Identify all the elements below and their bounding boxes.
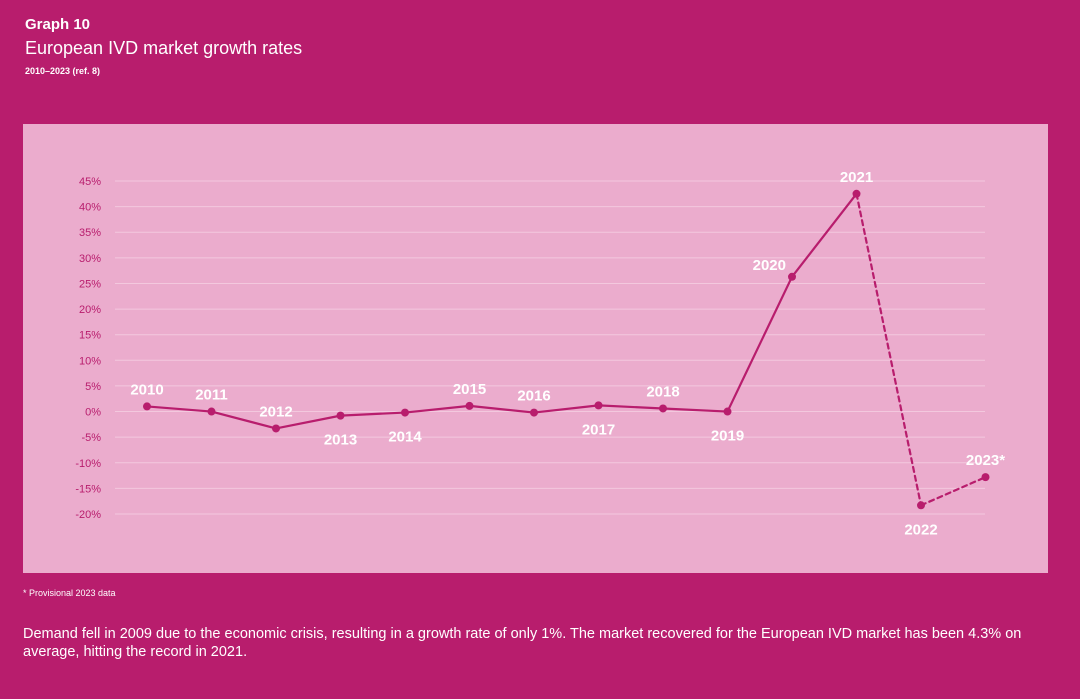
chart-title: European IVD market growth rates [25, 38, 303, 58]
data-point [852, 189, 861, 198]
y-axis-ticks: 45% 40% 35% 30% 25% 20% 15% 10% 5% 0% -5% -10% -15% -… [75, 176, 101, 521]
data-point [207, 407, 216, 416]
point-label: 2018 [646, 383, 679, 400]
point-label: 2020 [753, 257, 786, 274]
point-label: 2012 [259, 403, 292, 420]
y-tick-label: 40% [79, 202, 101, 214]
line-segment [210, 410, 278, 430]
point-label: 2021 [840, 169, 873, 186]
data-point [723, 407, 732, 416]
y-tick-label: 5% [85, 381, 101, 393]
dashed-line-segment [919, 476, 987, 507]
y-tick-label: -5% [81, 432, 101, 444]
y-tick-label: 45% [79, 176, 101, 188]
y-tick-label: -20% [75, 509, 101, 521]
data-point [143, 402, 151, 411]
y-tick-label: 10% [79, 355, 101, 367]
gridlines [115, 180, 985, 515]
chart-subtitle: 2010–2023 (ref. 8) [25, 66, 101, 76]
line-segment [274, 414, 342, 430]
data-points [143, 189, 990, 510]
data-point [336, 411, 345, 420]
footnote: * Provisional 2023 data [23, 588, 116, 598]
line-segment [403, 404, 471, 414]
data-point [465, 401, 474, 410]
graph-number: Graph 10 [25, 16, 91, 33]
data-point [401, 408, 409, 417]
line-segment [339, 411, 407, 417]
series-line [145, 192, 987, 507]
point-label: 2019 [711, 428, 744, 445]
data-point [659, 404, 667, 413]
point-label: 2014 [388, 429, 422, 446]
point-label: 2010 [130, 381, 163, 398]
point-label: 2013 [324, 432, 357, 449]
line-segment [145, 405, 213, 413]
line-segment [597, 404, 665, 410]
point-label: 2016 [517, 388, 550, 405]
point-labels: 2010 2011 2012 2013 2014 2015 2016 2017 2018 2019… [130, 169, 1005, 538]
dashed-line-segment [855, 192, 923, 507]
y-tick-label: 30% [79, 253, 101, 265]
caption-text: Demand fell in 2009 due to the economic … [23, 626, 1022, 660]
y-tick-label: 35% [79, 227, 101, 239]
line-segment [726, 275, 794, 413]
data-point [981, 473, 990, 482]
data-point [917, 501, 925, 510]
y-tick-label: -10% [75, 458, 101, 470]
data-point [788, 272, 796, 281]
y-tick-label: 15% [79, 330, 101, 342]
line-segment [661, 407, 729, 413]
point-label: 2015 [453, 381, 486, 398]
data-point [530, 408, 538, 417]
y-tick-label: 20% [79, 304, 101, 316]
data-point [594, 401, 603, 410]
point-label: 2011 [195, 387, 228, 404]
y-tick-label: -15% [75, 483, 101, 495]
data-point [272, 424, 280, 433]
chart-panel [23, 124, 1048, 573]
line-segment [790, 192, 858, 278]
point-label: 2023* [966, 452, 1005, 469]
line-segment [468, 404, 536, 414]
y-tick-label: 0% [85, 407, 101, 419]
point-label: 2022 [904, 521, 937, 538]
line-segment [532, 404, 600, 414]
y-tick-label: 25% [79, 278, 101, 290]
point-label: 2017 [582, 421, 615, 438]
